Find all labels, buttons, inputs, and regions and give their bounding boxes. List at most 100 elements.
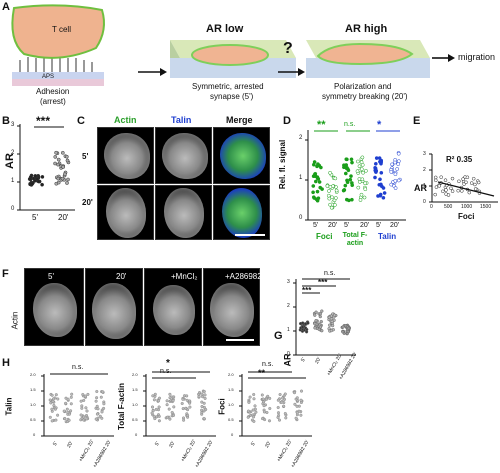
h1-xtick-4: +A286982 20': [92, 439, 113, 469]
d-data-point: [363, 187, 368, 192]
g-ytick-2: 2: [287, 303, 290, 309]
h-data-point: [69, 409, 73, 413]
b-xtick-20: 20': [58, 213, 69, 222]
h-data-point: [56, 413, 60, 417]
h-data-point: [83, 394, 87, 398]
d-data-point: [382, 191, 387, 195]
g-data-point: [330, 323, 335, 328]
c-talin-5: [155, 127, 212, 184]
d-data-point: [357, 177, 362, 181]
h-data-point: [53, 407, 57, 411]
g-ytick-3: 3: [287, 279, 290, 285]
h-data-point: [82, 418, 86, 422]
c-col-merge: Merge: [226, 115, 253, 125]
panel-d-plot: [305, 130, 406, 221]
h-data-point: [252, 419, 256, 423]
d-data-point: [360, 155, 365, 160]
b-ytick-2: 2: [11, 150, 15, 156]
h-data-point: [51, 397, 56, 401]
e-data-point: [471, 176, 476, 181]
g-data-point: [313, 313, 317, 317]
g-data-point: [330, 319, 334, 324]
h-data-point: [252, 397, 256, 401]
g-data-point: [300, 325, 305, 329]
g-data-point: [303, 322, 308, 326]
h-data-point: [98, 414, 102, 418]
g-data-point: [318, 325, 323, 329]
g-sig-top: n.s.: [324, 270, 336, 277]
h1-ytick-3: 1.5: [30, 387, 36, 392]
b-data-point: [54, 181, 59, 186]
h-data-point: [299, 413, 303, 417]
h-data-point: [281, 396, 285, 400]
h-data-point: [150, 405, 155, 409]
e-data-point: [444, 188, 448, 192]
g-data-point: [343, 324, 348, 328]
g-data-point: [332, 313, 337, 317]
g-sig-mid: ***: [318, 278, 328, 287]
symmetry-breaking-label: symmetry breaking (20'): [322, 92, 408, 101]
d-data-point: [333, 203, 337, 207]
h-data-point: [151, 394, 155, 398]
h-data-point: [247, 400, 251, 404]
h-data-point: [299, 389, 304, 393]
e-xtick-2: 1000: [461, 204, 473, 210]
d-data-point: [355, 169, 360, 174]
h-data-point: [265, 397, 269, 401]
e-data-point: [439, 175, 443, 179]
d-group-talin: Talin: [378, 232, 397, 241]
h-data-point: [266, 394, 270, 398]
panel-e-plot: [429, 153, 498, 203]
h2-ylabel: Total F-actin: [116, 383, 126, 430]
e-xtick-3: 1500: [480, 204, 492, 210]
h-data-point: [168, 396, 172, 400]
e-ytick-1: 1: [423, 183, 426, 189]
d-data-point: [360, 163, 365, 167]
f-col-mncl: +MnCl₂: [171, 272, 198, 281]
g-data-point: [327, 315, 331, 320]
h-data-point: [85, 409, 89, 413]
b-data-point: [65, 181, 69, 185]
d-data-point: [349, 174, 353, 178]
b-data-point: [56, 157, 61, 162]
h-data-point: [185, 398, 189, 402]
h-data-point: [265, 410, 269, 415]
h3-xtick-2: 20': [264, 440, 273, 449]
c-actin-5: [97, 127, 154, 184]
h3-ytick-4: 2.0: [228, 372, 234, 377]
d-data-point: [396, 178, 401, 183]
d-data-point: [396, 151, 401, 156]
d-group-factin: Total F-actin: [342, 232, 368, 247]
h-data-point: [248, 413, 253, 418]
h1-ytick-2: 1.0: [30, 402, 36, 407]
d-data-point: [343, 183, 348, 188]
panel-h3-plot: [239, 371, 312, 437]
h3-ytick-1: 0.5: [228, 417, 234, 422]
d-data-point: [327, 189, 331, 193]
h1-ytick-1: 0.5: [30, 417, 36, 422]
h-data-point: [157, 419, 161, 423]
e-xtick-1: 500: [444, 204, 453, 210]
b-data-point: [60, 150, 65, 155]
d-data-point: [390, 162, 394, 167]
d-data-point: [327, 196, 332, 201]
h-data-point: [182, 418, 186, 422]
b-data-point: [56, 176, 61, 181]
e-data-point: [446, 193, 451, 197]
e-data-point: [457, 179, 461, 184]
d-sig-foci: **: [317, 119, 326, 131]
d-data-point: [361, 170, 365, 175]
h-data-point: [277, 418, 282, 422]
h2-ytick-2: 1.0: [132, 402, 138, 407]
d-data-point: [356, 185, 361, 190]
h-data-point: [153, 392, 157, 396]
e-data-point: [465, 175, 470, 180]
e-data-point: [473, 187, 478, 191]
h-data-point: [155, 415, 159, 419]
d-data-point: [393, 178, 398, 183]
h-data-point: [63, 416, 67, 421]
h-data-point: [252, 392, 256, 397]
e-data-point: [460, 189, 464, 193]
h-data-point: [156, 408, 161, 412]
migration-label: migration: [458, 52, 496, 62]
